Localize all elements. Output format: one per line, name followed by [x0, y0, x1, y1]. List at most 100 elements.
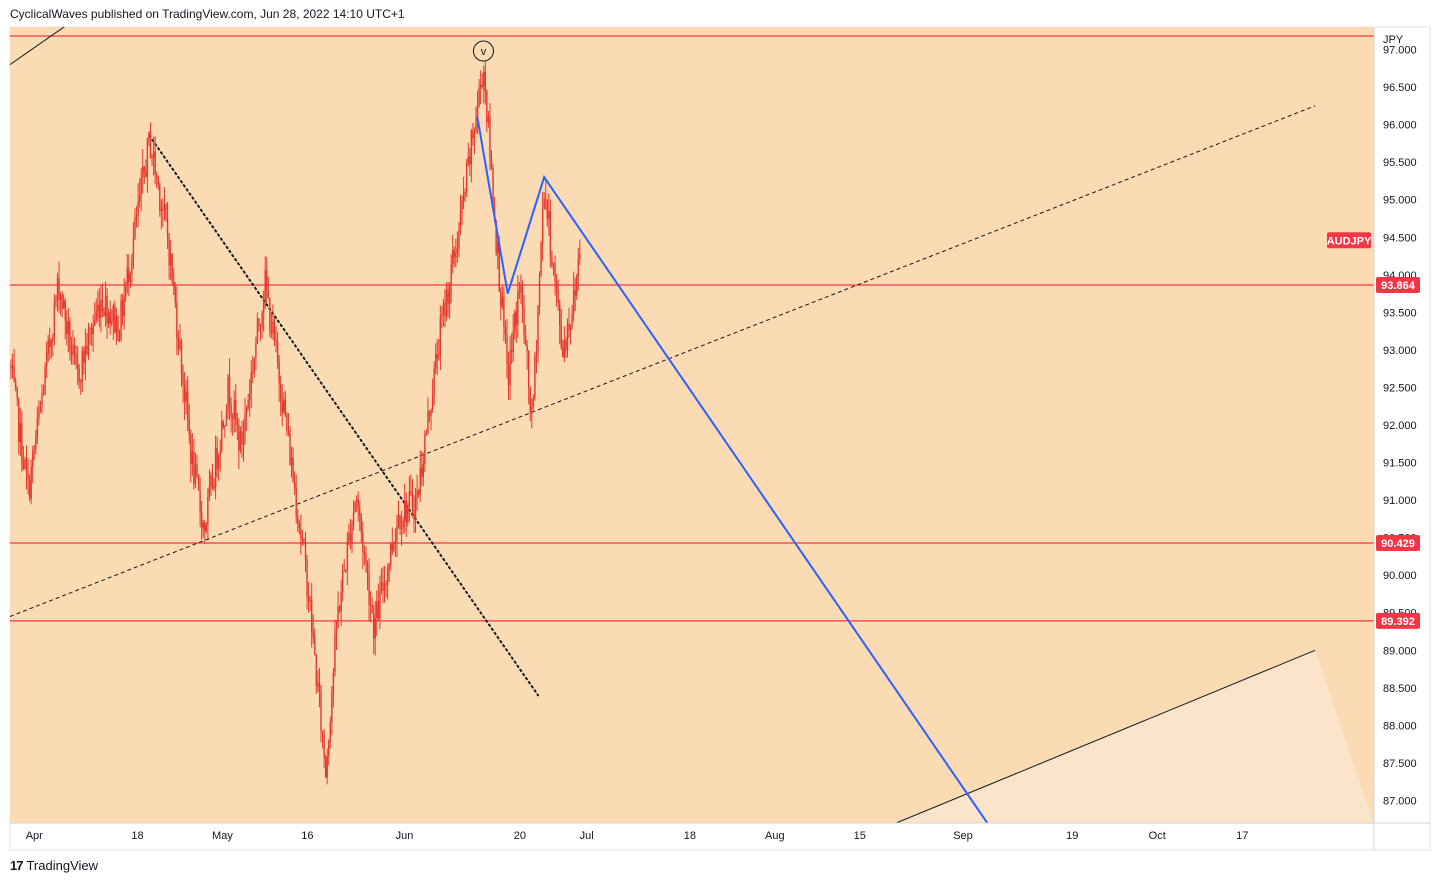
candle-body	[278, 361, 280, 384]
candle-body	[290, 457, 293, 465]
candle-body	[540, 243, 542, 276]
price-tick-label: 96.000	[1383, 120, 1417, 132]
candle-body	[413, 510, 415, 519]
tradingview-logo: 17 TradingView	[10, 858, 98, 873]
candle-body	[28, 480, 31, 499]
time-tick-label: 20	[514, 830, 526, 842]
candle-body	[275, 339, 277, 342]
price-tags: 93.864 90.429 89.392 AUDJPY	[1327, 232, 1420, 629]
candle-body	[131, 258, 133, 274]
candle-body	[357, 499, 359, 509]
candle-body	[262, 302, 265, 314]
level-price-tag-bg	[1376, 277, 1420, 294]
candle-body	[394, 540, 397, 544]
candle-body	[388, 564, 390, 567]
candle-body	[176, 302, 178, 338]
candle-body	[435, 354, 437, 369]
candle-body	[569, 324, 572, 331]
candle-body	[562, 347, 564, 357]
candle-body	[163, 204, 166, 210]
candle-body	[445, 290, 448, 317]
time-tick-label: 18	[131, 830, 143, 842]
time-tick-label: 18	[684, 830, 696, 842]
candle-body	[103, 311, 105, 316]
candle-body	[472, 130, 474, 139]
candle-body	[292, 457, 294, 482]
candle-body	[424, 435, 426, 464]
candle-body	[104, 295, 107, 316]
candle-body	[535, 353, 538, 356]
price-tick-label: 95.000	[1383, 195, 1417, 207]
candle-body	[497, 242, 499, 254]
price-tick-label: 92.000	[1383, 420, 1417, 432]
candle-body	[331, 693, 333, 723]
candle-body	[373, 613, 375, 639]
candle-body	[151, 157, 153, 159]
candle-body	[523, 307, 525, 336]
candle-body	[355, 499, 358, 502]
candle-body	[191, 451, 194, 464]
candle-body	[179, 340, 181, 349]
candle-body	[39, 405, 42, 412]
candle-body	[312, 632, 314, 637]
candle-body	[83, 350, 85, 364]
candle-body	[44, 366, 46, 394]
tradingview-mark: 17	[10, 858, 24, 873]
candle-body	[371, 604, 373, 614]
level-price-tag-bg	[1376, 612, 1420, 629]
candle-body	[548, 210, 550, 220]
candle-body	[566, 323, 569, 350]
candle-body	[22, 462, 25, 469]
candle-body	[345, 570, 347, 572]
candle-body	[489, 116, 491, 159]
candle-body	[427, 410, 429, 434]
candle-body	[574, 290, 576, 296]
candle-body	[399, 515, 401, 529]
candle-body	[16, 387, 18, 399]
candle-body	[416, 490, 418, 498]
candle-body	[529, 387, 531, 414]
candle-body	[323, 734, 325, 758]
candle-body	[390, 544, 392, 565]
price-tick-label: 94.500	[1383, 232, 1417, 244]
time-tick-label: Jul	[580, 830, 594, 842]
candle-body	[107, 311, 110, 324]
candle-body	[36, 417, 39, 438]
candle-body	[38, 411, 40, 418]
candle-body	[368, 574, 370, 606]
level-price-tag-bg	[1376, 534, 1420, 551]
candle-body	[397, 515, 400, 527]
candle-body	[538, 275, 541, 307]
candle-body	[245, 408, 248, 415]
candle-body	[458, 229, 460, 249]
candle-body	[456, 248, 459, 253]
candle-body	[258, 318, 260, 327]
time-tick-label: Oct	[1149, 830, 1166, 842]
candle-body	[287, 430, 290, 432]
candle-body	[537, 306, 539, 354]
candles	[10, 60, 581, 785]
candle-body	[507, 363, 510, 386]
solid-trendline	[10, 27, 65, 65]
candle-body	[256, 318, 259, 344]
candle-body	[467, 156, 469, 164]
candle-body	[56, 278, 59, 301]
time-tick-label: May	[212, 830, 233, 842]
candle-body	[383, 583, 386, 591]
price-tick-label: 88.500	[1383, 683, 1417, 695]
candle-body	[436, 354, 438, 359]
projection-zone	[896, 650, 1374, 823]
price-tick-label: 88.000	[1383, 720, 1417, 732]
candle-body	[118, 338, 121, 342]
candle-body	[462, 192, 465, 201]
candle-body	[576, 276, 578, 296]
candle-body	[337, 606, 339, 628]
candle-body	[407, 506, 409, 523]
candle-body	[236, 419, 238, 426]
candle-body	[469, 156, 471, 165]
candle-body	[132, 237, 135, 259]
wave-projection-line[interactable]	[476, 116, 989, 823]
candle-body	[69, 321, 71, 352]
candle-body	[41, 393, 43, 406]
